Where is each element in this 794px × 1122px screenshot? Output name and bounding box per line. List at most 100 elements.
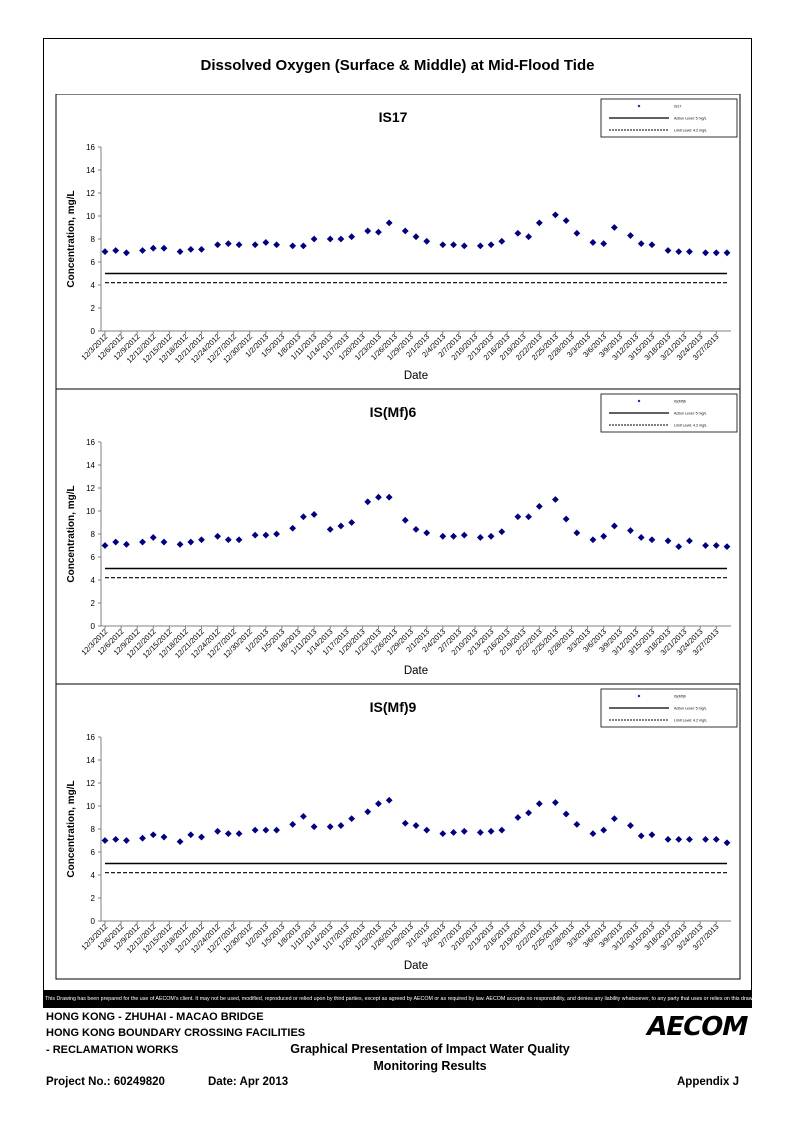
data-point xyxy=(289,524,297,532)
data-point xyxy=(310,823,318,831)
data-point xyxy=(637,832,645,840)
data-point xyxy=(348,519,356,526)
data-point xyxy=(637,534,645,541)
y-tick-label: 0 xyxy=(91,622,96,631)
data-point xyxy=(401,819,409,827)
data-point xyxy=(476,242,484,250)
y-tick-label: 12 xyxy=(86,779,95,788)
chart-panel xyxy=(55,684,741,980)
y-tick-label: 6 xyxy=(91,553,96,562)
data-point xyxy=(160,244,168,252)
data-point xyxy=(310,235,318,243)
data-point xyxy=(525,513,533,521)
legend-label: Limit Level: 4.2 mg/L xyxy=(674,424,707,428)
data-point xyxy=(439,532,447,540)
data-point xyxy=(702,249,709,257)
data-point xyxy=(460,242,468,250)
legend-label: Limit Level: 4.2 mg/L xyxy=(674,719,707,723)
chart-ismf6: IS(Mf)6024681012141612/3/201212/6/201212… xyxy=(55,389,741,685)
data-point xyxy=(139,538,146,546)
data-point xyxy=(637,240,645,247)
data-point xyxy=(198,833,205,841)
data-point xyxy=(364,808,372,816)
y-tick-label: 6 xyxy=(91,848,96,857)
data-point xyxy=(600,532,608,540)
legend-label: IS17 xyxy=(674,105,681,109)
y-tick-label: 14 xyxy=(86,166,95,175)
data-point xyxy=(450,829,457,836)
data-point xyxy=(198,536,205,544)
legend-marker-diamond xyxy=(637,104,641,108)
y-tick-label: 2 xyxy=(91,894,96,903)
data-point xyxy=(498,237,506,245)
data-point xyxy=(610,522,618,530)
data-point xyxy=(385,219,393,227)
data-point xyxy=(552,799,559,806)
data-point xyxy=(101,837,109,844)
data-point xyxy=(423,826,431,834)
data-point xyxy=(562,515,570,523)
data-point xyxy=(610,224,618,231)
y-tick-label: 8 xyxy=(91,235,96,244)
y-tick-label: 12 xyxy=(86,484,95,493)
data-point xyxy=(289,242,297,250)
data-point xyxy=(610,815,618,823)
drawing-frame xyxy=(43,38,752,991)
project-name-line1: HONG KONG - ZHUHAI - MACAO BRIDGE xyxy=(46,1011,264,1023)
data-point xyxy=(648,536,656,544)
y-tick-label: 6 xyxy=(91,258,96,267)
y-tick-label: 0 xyxy=(91,327,96,336)
data-point xyxy=(476,534,484,541)
legend-label: Limit Level: 4.2 mg/L xyxy=(674,129,707,133)
data-point xyxy=(385,493,393,501)
data-point xyxy=(123,540,130,548)
data-point xyxy=(101,542,109,549)
data-point xyxy=(326,526,334,533)
project-name-line2: HONG KONG BOUNDARY CROSSING FACILITIES xyxy=(46,1027,306,1039)
chart-title: IS(Mf)6 xyxy=(370,404,417,420)
project-number: Project No.: 60249820 xyxy=(46,1076,165,1088)
data-point xyxy=(648,241,656,249)
x-axis-label: Date xyxy=(404,665,428,677)
chart-panel xyxy=(55,389,741,685)
data-point xyxy=(101,248,109,256)
x-axis-label: Date xyxy=(404,960,428,972)
legend-marker-diamond xyxy=(637,694,641,698)
data-point xyxy=(149,534,157,541)
data-point xyxy=(412,526,420,533)
data-point xyxy=(514,814,522,821)
data-point xyxy=(364,227,372,235)
data-point xyxy=(535,800,543,808)
data-point xyxy=(627,822,634,829)
data-point xyxy=(712,542,720,549)
data-point xyxy=(214,241,222,249)
data-point xyxy=(712,249,720,257)
disclaimer-banner: This Drawing has been prepared for the u… xyxy=(43,991,752,1008)
data-point xyxy=(702,542,709,549)
y-tick-label: 2 xyxy=(91,599,96,608)
data-point xyxy=(214,532,222,540)
data-point xyxy=(401,227,409,235)
data-point xyxy=(337,235,345,243)
data-point xyxy=(460,827,468,835)
data-point xyxy=(423,237,431,245)
data-point xyxy=(664,247,672,254)
data-point xyxy=(139,834,146,842)
data-point xyxy=(337,522,345,530)
data-point xyxy=(251,826,259,834)
data-point xyxy=(235,830,243,837)
data-point xyxy=(412,233,420,241)
data-point xyxy=(450,241,457,249)
data-point xyxy=(224,830,232,837)
data-point xyxy=(235,536,243,544)
data-point xyxy=(573,821,581,828)
data-point xyxy=(187,245,195,253)
data-point xyxy=(686,537,693,545)
data-point xyxy=(176,540,184,548)
chart-title: IS17 xyxy=(379,109,408,125)
data-point xyxy=(160,833,168,841)
data-point xyxy=(401,516,409,524)
data-point xyxy=(251,241,259,249)
data-point xyxy=(337,822,345,829)
data-point xyxy=(214,827,222,835)
